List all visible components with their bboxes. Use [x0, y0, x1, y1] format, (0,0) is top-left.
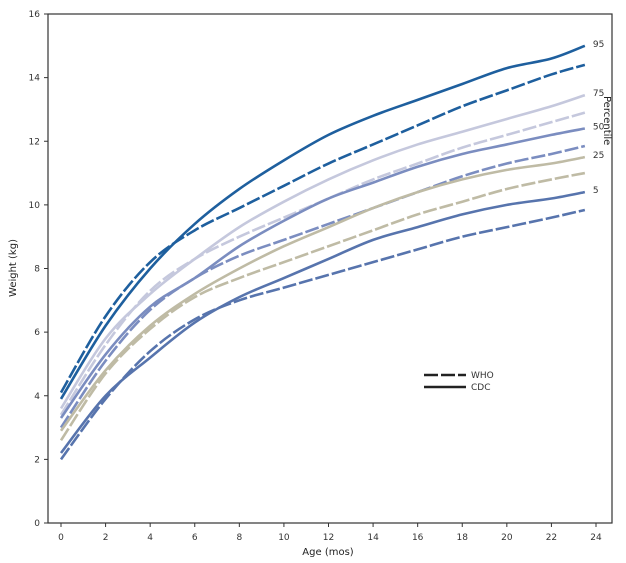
plot-frame [47, 13, 613, 524]
x-tick-label: 8 [236, 533, 242, 543]
percentile-label-5: 5 [593, 186, 599, 196]
y-tick-label: 10 [29, 201, 41, 211]
series-lines [59, 44, 586, 461]
x-tick-label: 12 [323, 533, 334, 543]
percentile-label-25: 25 [593, 151, 604, 161]
percentile-label-50: 50 [593, 123, 605, 133]
legend: WHO CDC [424, 371, 494, 393]
line-who-p5 [59, 208, 586, 461]
y-tick-label: 14 [29, 74, 41, 84]
x-tick-label: 22 [546, 533, 557, 543]
x-tick-label: 0 [58, 533, 64, 543]
x-tick-label: 6 [192, 533, 198, 543]
y-tick-label: 8 [34, 265, 40, 275]
x-tick-label: 10 [278, 533, 290, 543]
line-cdc-p5 [59, 190, 586, 454]
line-who-p25 [59, 171, 586, 442]
line-who-p95 [59, 63, 586, 394]
y-tick-label: 16 [29, 10, 41, 20]
y-tick-label: 0 [34, 519, 40, 529]
x-axis-label: Age (mos) [302, 547, 353, 558]
percentile-label-75: 75 [593, 89, 604, 99]
percentile-label-95: 95 [593, 40, 604, 50]
y-axis-label: Weight (kg) [8, 239, 19, 297]
y-tick-label: 6 [34, 328, 40, 338]
x-tick-label: 2 [103, 533, 109, 543]
line-cdc-p25 [59, 155, 586, 432]
x-tick-label: 4 [147, 533, 153, 543]
line-cdc-p75 [59, 93, 586, 410]
line-cdc-p95 [59, 44, 586, 400]
x-tick-label: 14 [367, 533, 379, 543]
x-tick-label: 20 [501, 533, 513, 543]
percentile-labels: 95 75 50 25 5 [593, 40, 605, 196]
line-cdc-p50 [59, 127, 586, 419]
y-tick-label: 4 [34, 392, 40, 402]
percentile-axis-label: Percentile [601, 96, 612, 145]
x-tick-label: 24 [590, 533, 602, 543]
x-tick-label: 16 [412, 533, 424, 543]
line-who-p75 [59, 111, 586, 416]
x-tick-label: 18 [457, 533, 469, 543]
y-tick-label: 12 [29, 137, 40, 147]
legend-cdc-label: CDC [471, 383, 491, 393]
y-tick-label: 2 [34, 455, 40, 465]
line-who-p50 [59, 144, 586, 429]
legend-who-label: WHO [471, 371, 494, 381]
